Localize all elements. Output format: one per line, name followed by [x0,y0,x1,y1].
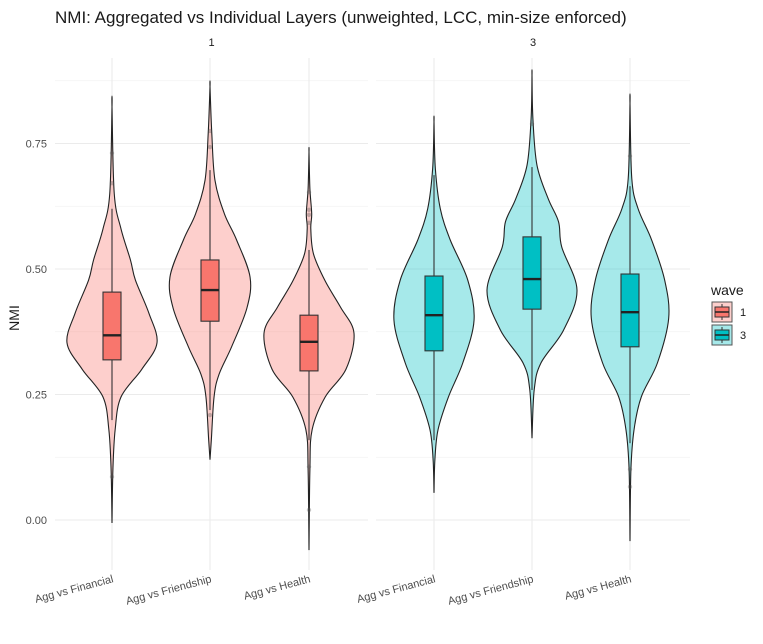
outlier-point [627,484,633,490]
outlier-point [306,212,312,217]
facet-panels: 1 Agg vs Financial Agg vs Friendship Agg vs… [34,37,670,608]
legend-key-3: 3 [711,324,746,346]
y-axis-label: NMI [6,305,22,331]
x-tick-label: Agg vs Friendship [125,573,213,607]
legend-label: 1 [740,307,746,319]
box [299,314,319,372]
legend-title: wave [710,282,744,298]
outlier-point [109,180,115,186]
legend-label: 3 [740,330,746,342]
box [102,291,122,361]
chart-title: NMI: Aggregated vs Individual Layers (un… [55,8,627,27]
facet-panel-1: 1 Agg vs Financial Agg vs Friendship Agg vs… [34,37,355,608]
outlier-point [529,121,535,127]
y-tick-label: 0.00 [26,515,47,527]
outlier-point [207,128,213,134]
box [522,236,542,310]
outlier-point [306,189,312,195]
outlier-point [207,144,213,150]
outlier-point [306,207,312,212]
violin-group: Agg vs Financial [34,95,158,606]
x-tick-label: Agg vs Friendship [447,573,535,607]
box [424,275,444,352]
facet-strip-label: 1 [208,37,214,49]
outlier-point [306,220,312,226]
outlier-point [109,150,115,156]
y-tick-label: 0.25 [26,390,47,402]
outlier-point [627,467,633,472]
legend-key-1: 1 [711,301,746,323]
facet-panel-3: 3 Agg vs Financial Agg vs Friendship Agg vs… [356,37,670,608]
y-ticks: 0.00 0.25 0.50 0.75 [26,139,47,528]
y-tick-label: 0.50 [26,264,47,276]
violin-group: Agg vs Health [243,146,355,603]
violin-group: Agg vs Financial [356,115,475,606]
outlier-point [306,507,312,513]
box [620,273,640,348]
x-tick-label: Agg vs Health [564,573,633,602]
outlier-point [306,464,312,469]
y-tick-label: 0.75 [26,139,47,151]
legend: wave 1 3 [710,282,746,346]
facet-strip-label: 3 [530,37,536,49]
x-tick-label: Agg vs Financial [34,573,115,605]
x-tick-label: Agg vs Financial [356,573,437,605]
outlier-point [109,474,115,480]
outlier-point [627,153,633,159]
violin-group: Agg vs Health [564,93,670,603]
outlier-point [207,412,213,418]
x-tick-label: Agg vs Health [243,573,312,602]
